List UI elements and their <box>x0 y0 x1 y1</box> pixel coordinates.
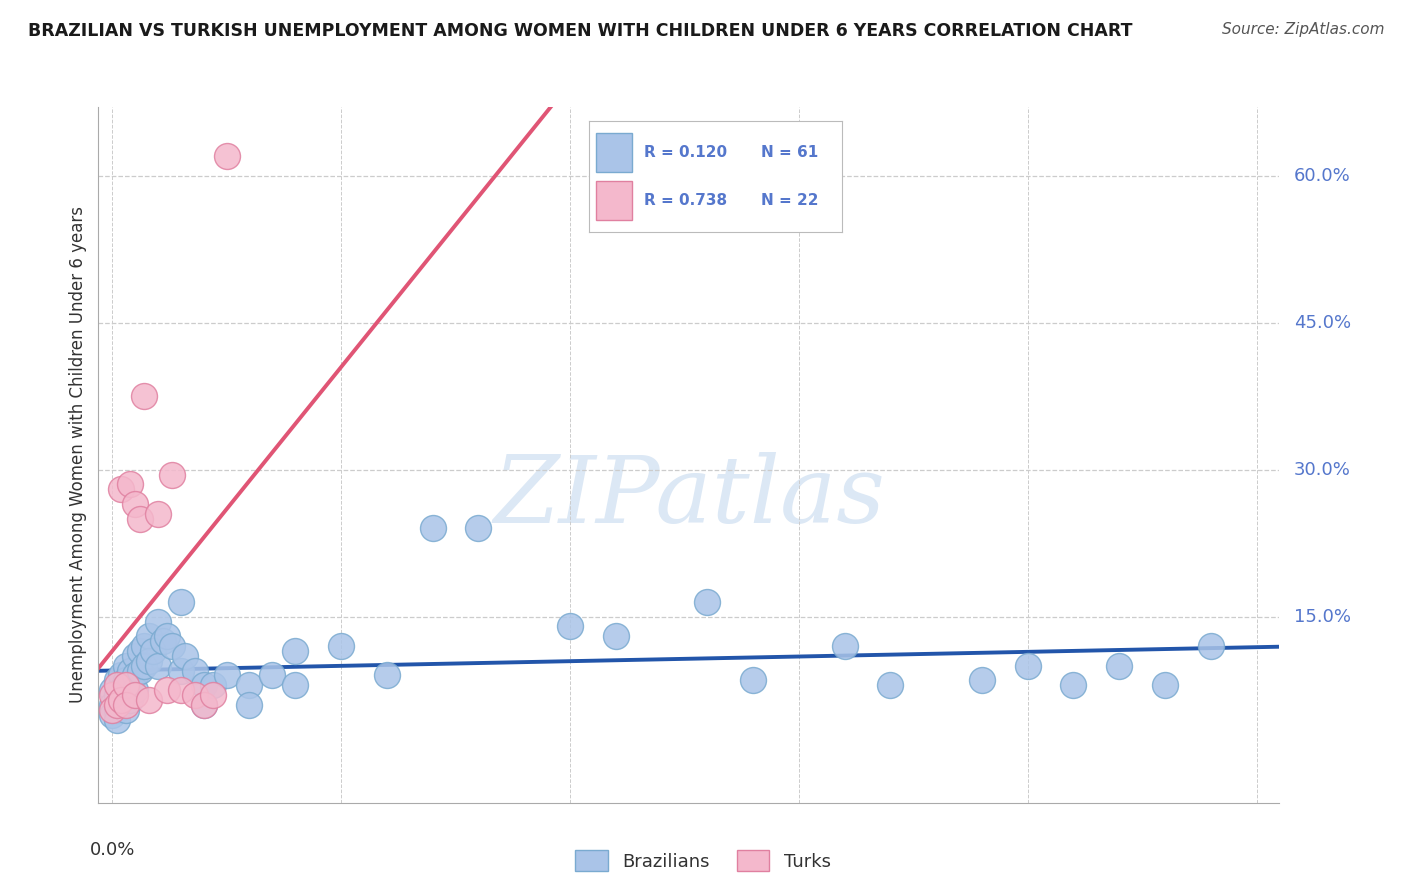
Point <box>134 658 156 673</box>
Text: Source: ZipAtlas.com: Source: ZipAtlas.com <box>1222 22 1385 37</box>
Point <box>375 668 398 682</box>
Point <box>124 683 146 698</box>
Point <box>115 698 138 712</box>
Point <box>970 673 993 688</box>
Point <box>101 703 124 717</box>
Point <box>110 482 132 496</box>
Point <box>105 703 128 717</box>
Text: ZIPatlas: ZIPatlas <box>494 451 884 541</box>
Point <box>156 629 179 643</box>
Point <box>128 644 150 658</box>
Point <box>124 668 146 682</box>
Point <box>101 707 124 722</box>
Point <box>742 673 765 688</box>
Point <box>238 698 260 712</box>
Point <box>120 477 142 491</box>
Point <box>193 698 215 712</box>
Point <box>105 698 128 712</box>
Point <box>284 644 307 658</box>
Point <box>124 648 146 663</box>
Point <box>120 693 142 707</box>
Point <box>105 713 128 727</box>
Point <box>101 683 124 698</box>
Point <box>128 511 150 525</box>
Point <box>110 693 132 707</box>
Point <box>696 595 718 609</box>
Point <box>215 149 238 163</box>
Point <box>105 678 128 692</box>
Point <box>1108 658 1130 673</box>
Point <box>558 619 581 633</box>
Point <box>146 615 169 629</box>
Point <box>330 639 353 653</box>
Point <box>115 658 138 673</box>
Point <box>160 467 183 482</box>
Point <box>105 673 128 688</box>
Point <box>146 658 169 673</box>
Point <box>170 664 193 678</box>
Point <box>101 698 124 712</box>
Point <box>110 668 132 682</box>
Point <box>156 683 179 698</box>
Text: BRAZILIAN VS TURKISH UNEMPLOYMENT AMONG WOMEN WITH CHILDREN UNDER 6 YEARS CORREL: BRAZILIAN VS TURKISH UNEMPLOYMENT AMONG … <box>28 22 1133 40</box>
Point <box>170 595 193 609</box>
Point <box>101 688 124 702</box>
Text: 45.0%: 45.0% <box>1294 314 1351 332</box>
Text: 15.0%: 15.0% <box>1294 607 1351 625</box>
Point <box>605 629 627 643</box>
Text: 60.0%: 60.0% <box>1294 167 1350 185</box>
Legend: Brazilians, Turks: Brazilians, Turks <box>568 843 838 879</box>
Point <box>120 678 142 692</box>
Point <box>138 654 160 668</box>
Point <box>262 668 284 682</box>
Point <box>422 521 444 535</box>
Point <box>115 703 138 717</box>
Point <box>467 521 489 535</box>
Point <box>152 634 174 648</box>
Point <box>170 683 193 698</box>
Point <box>1154 678 1177 692</box>
Point <box>1062 678 1084 692</box>
Point <box>183 664 205 678</box>
Point <box>193 678 215 692</box>
Point <box>115 673 138 688</box>
Text: 0.0%: 0.0% <box>90 841 135 859</box>
Text: 30.0%: 30.0% <box>1294 460 1351 479</box>
Point <box>174 648 197 663</box>
Point <box>120 664 142 678</box>
Point <box>105 688 128 702</box>
Point <box>115 678 138 692</box>
Point <box>1017 658 1039 673</box>
Point <box>1199 639 1222 653</box>
Point <box>193 698 215 712</box>
Point <box>134 389 156 403</box>
Point <box>124 688 146 702</box>
Point <box>138 629 160 643</box>
Point <box>183 688 205 702</box>
Point <box>834 639 856 653</box>
Point <box>134 639 156 653</box>
Point <box>215 668 238 682</box>
Point <box>238 678 260 692</box>
Y-axis label: Unemployment Among Women with Children Under 6 years: Unemployment Among Women with Children U… <box>69 206 87 704</box>
Point <box>115 688 138 702</box>
Point <box>110 683 132 698</box>
Point <box>879 678 901 692</box>
Point <box>110 698 132 712</box>
Point <box>138 693 160 707</box>
Point <box>201 678 224 692</box>
Point <box>128 664 150 678</box>
Point <box>201 688 224 702</box>
Point <box>160 639 183 653</box>
Point <box>284 678 307 692</box>
Point <box>142 644 165 658</box>
Point <box>124 497 146 511</box>
Point <box>146 507 169 521</box>
